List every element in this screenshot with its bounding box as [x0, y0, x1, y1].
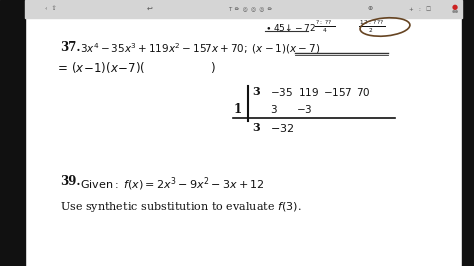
Text: $\mathrm{Given:}\;f(x) = 2x^3 - 9x^2 - 3x + 12$: $\mathrm{Given:}\;f(x) = 2x^3 - 9x^2 - 3…: [80, 175, 264, 193]
Text: $3$: $3$: [270, 103, 278, 115]
Text: 1: 1: [234, 103, 242, 116]
Text: +   :   ☐: + : ☐: [409, 6, 431, 11]
Text: $-3$: $-3$: [296, 103, 312, 115]
Text: $)$: $)$: [210, 60, 216, 75]
Text: $-32$: $-32$: [270, 122, 294, 134]
Text: ●: ●: [452, 4, 458, 10]
Text: 3: 3: [252, 122, 260, 133]
Text: T  ✏  ◎  ◎  ◎  ✏: T ✏ ◎ ◎ ◎ ✏: [228, 6, 272, 11]
Text: $=\,(x\!-\!1)(x\!-\!7)($: $=\,(x\!-\!1)(x\!-\!7)($: [55, 60, 146, 75]
Text: $70$: $70$: [356, 86, 371, 98]
Text: ⊕: ⊕: [367, 6, 373, 11]
Bar: [462, 0, 474, 266]
Text: ‹  ⇧: ‹ ⇧: [45, 6, 57, 11]
Text: 39.: 39.: [60, 175, 81, 188]
Text: $\frac{\;12:\;???\;}{\;2\;}$: $\frac{\;12:\;???\;}{\;2\;}$: [358, 19, 386, 35]
Text: 37.: 37.: [60, 41, 81, 54]
Text: $\bullet\;45\!\downarrow\!-72$: $\bullet\;45\!\downarrow\!-72$: [265, 22, 316, 33]
Bar: [25, 0, 462, 18]
Text: ●●: ●●: [451, 10, 459, 14]
Text: $\frac{\;?:\;??\;\;}{\;4\;}$: $\frac{\;?:\;??\;\;}{\;4\;}$: [314, 19, 336, 35]
Text: $-157$: $-157$: [323, 86, 352, 98]
Bar: [0, 0, 25, 266]
Text: $-35$: $-35$: [270, 86, 293, 98]
Text: $119$: $119$: [298, 86, 319, 98]
Text: 3: 3: [252, 86, 260, 97]
Text: $3x^4 - 35x^3 + 119x^2 - 157x + 70;\;(x-1)(x-7)$: $3x^4 - 35x^3 + 119x^2 - 157x + 70;\;(x-…: [80, 41, 320, 56]
Text: ↩: ↩: [147, 6, 153, 12]
Text: Use synthetic substitution to evaluate $f(3)$.: Use synthetic substitution to evaluate $…: [60, 200, 301, 214]
